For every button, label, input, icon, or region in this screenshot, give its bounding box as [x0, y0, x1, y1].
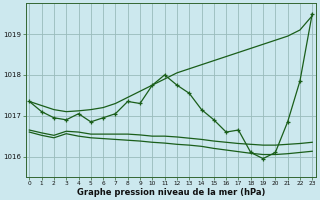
X-axis label: Graphe pression niveau de la mer (hPa): Graphe pression niveau de la mer (hPa): [76, 188, 265, 197]
